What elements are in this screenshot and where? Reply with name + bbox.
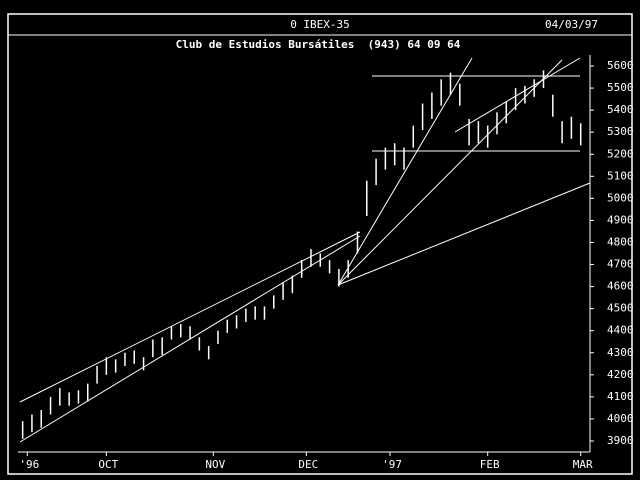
y-tick-label: 3900 <box>607 434 634 447</box>
y-tick-label: 4200 <box>607 368 634 381</box>
y-tick-label: 4700 <box>607 258 634 271</box>
trendline <box>337 182 591 286</box>
trendline <box>454 57 581 133</box>
y-tick-label: 5200 <box>607 147 634 160</box>
trendline <box>19 231 361 403</box>
window-frame <box>7 13 633 475</box>
x-tick-label: FEB <box>480 458 500 471</box>
y-tick-label: 5000 <box>607 191 634 204</box>
x-tick-label: '96 <box>19 458 39 471</box>
y-tick-label: 4300 <box>607 346 634 359</box>
x-tick-label: OCT <box>98 458 118 471</box>
y-tick-label: 5300 <box>607 125 634 138</box>
x-tick-label: NOV <box>205 458 225 471</box>
x-tick-label: '97 <box>382 458 402 471</box>
y-tick-label: 5400 <box>607 103 634 116</box>
y-tick-label: 4800 <box>607 235 634 248</box>
trendline <box>337 57 473 286</box>
chart-subtitle: Club de Estudios Bursátiles (943) 64 09 … <box>176 38 461 51</box>
y-tick-label: 4400 <box>607 324 634 337</box>
y-tick-label: 5500 <box>607 81 634 94</box>
y-tick-label: 4500 <box>607 302 634 315</box>
x-tick-label: MAR <box>573 458 593 471</box>
y-tick-label: 4900 <box>607 213 634 226</box>
y-tick-label: 4100 <box>607 390 634 403</box>
chart-date: 04/03/97 <box>545 18 598 31</box>
y-tick-label: 4000 <box>607 412 634 425</box>
x-tick-label: DEC <box>298 458 318 471</box>
y-tick-label: 5100 <box>607 169 634 182</box>
chart-title: 0 IBEX-35 <box>290 18 350 31</box>
y-tick-label: 5600 <box>607 59 634 72</box>
y-tick-label: 4600 <box>607 280 634 293</box>
